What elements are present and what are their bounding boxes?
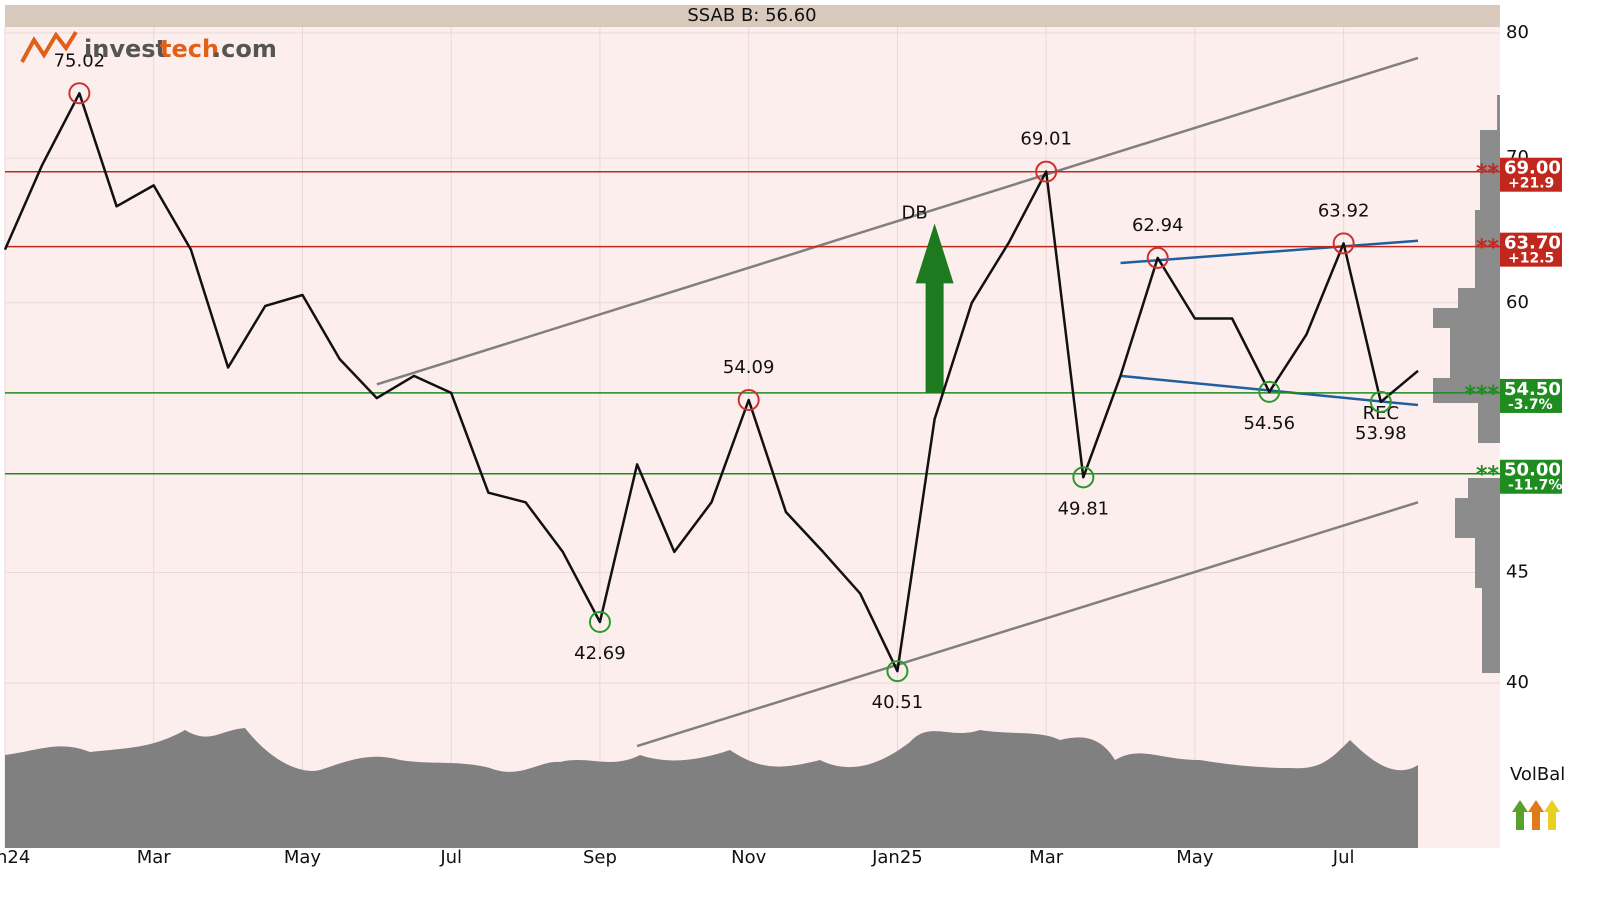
extreme-marker	[68, 82, 91, 105]
x-tick-label: Mar	[1029, 847, 1064, 868]
extreme-marker	[1369, 390, 1392, 413]
x-tick-label: Nov	[731, 847, 766, 868]
x-tick-label: May	[1176, 847, 1214, 868]
extreme-label: 40.51	[872, 692, 924, 713]
price-line	[3, 92, 1419, 673]
x-tick-label: Jan25	[871, 847, 923, 868]
level-change: -3.7%	[1508, 397, 1553, 413]
indicator-label: VolBal	[1510, 764, 1565, 785]
logo-text: tech	[160, 35, 219, 63]
extreme-marker	[1146, 246, 1169, 269]
extreme-label: 54.56	[1243, 413, 1295, 434]
trend-line	[1120, 239, 1419, 265]
logo-text: invest	[84, 35, 167, 63]
signal-label: REC	[1363, 403, 1399, 424]
x-tick-label: Jul	[439, 847, 462, 868]
level-stars: ***	[1464, 382, 1499, 407]
extreme-marker	[1332, 232, 1355, 255]
level-stars: **	[1476, 236, 1500, 261]
logo-icon	[20, 30, 78, 63]
volume-profile	[1433, 95, 1500, 673]
level-label: 63.70	[1504, 233, 1561, 254]
extreme-marker	[588, 610, 611, 633]
level-change: -11.7%	[1508, 478, 1562, 494]
chart-title: SSAB B: 56.60	[687, 5, 816, 26]
y-tick-label: 45	[1506, 562, 1529, 583]
extreme-label: 69.01	[1020, 129, 1072, 150]
extreme-marker	[1035, 160, 1058, 183]
y-tick-label: 80	[1506, 22, 1529, 43]
level-box	[1500, 378, 1562, 413]
volbal-icons	[1512, 800, 1560, 830]
y-tick-label: 60	[1506, 292, 1529, 313]
x-tick-label: Jan24	[0, 847, 30, 868]
level-box	[1500, 232, 1562, 267]
level-stars: **	[1476, 463, 1500, 488]
level-label: 54.50	[1504, 379, 1561, 400]
x-tick-label: May	[284, 847, 322, 868]
trend-line	[376, 56, 1419, 386]
extreme-label: 42.69	[574, 643, 626, 664]
y-tick-label: 40	[1506, 672, 1529, 693]
volume-balance-area	[5, 728, 1418, 848]
level-change: +12.5	[1508, 251, 1554, 267]
title-bar	[5, 5, 1500, 27]
extreme-label: 62.94	[1132, 215, 1184, 236]
signal-arrow	[915, 223, 954, 393]
level-box	[1500, 157, 1562, 192]
logo-text: .com	[212, 35, 277, 63]
trend-line	[636, 501, 1419, 748]
plot-background	[5, 5, 1500, 848]
x-tick-label: Sep	[583, 847, 617, 868]
level-label: 50.00	[1504, 460, 1561, 481]
x-tick-label: Jul	[1332, 847, 1355, 868]
logo: invest tech .com	[20, 30, 277, 63]
x-tick-label: Mar	[137, 847, 172, 868]
extreme-marker	[737, 389, 760, 412]
extreme-label: 49.81	[1058, 498, 1110, 519]
signal-label: DB	[901, 202, 927, 223]
level-stars: **	[1476, 161, 1500, 186]
extreme-marker	[886, 660, 909, 683]
extreme-marker	[1072, 466, 1095, 489]
level-box	[1500, 459, 1562, 494]
extreme-label: 63.92	[1318, 200, 1370, 221]
extreme-label: 53.98	[1355, 423, 1407, 444]
level-change: +21.9	[1508, 176, 1554, 192]
extreme-marker	[1258, 380, 1281, 403]
level-label: 69.00	[1504, 158, 1561, 179]
extreme-label: 54.09	[723, 357, 775, 378]
extreme-label: 75.02	[54, 50, 106, 71]
